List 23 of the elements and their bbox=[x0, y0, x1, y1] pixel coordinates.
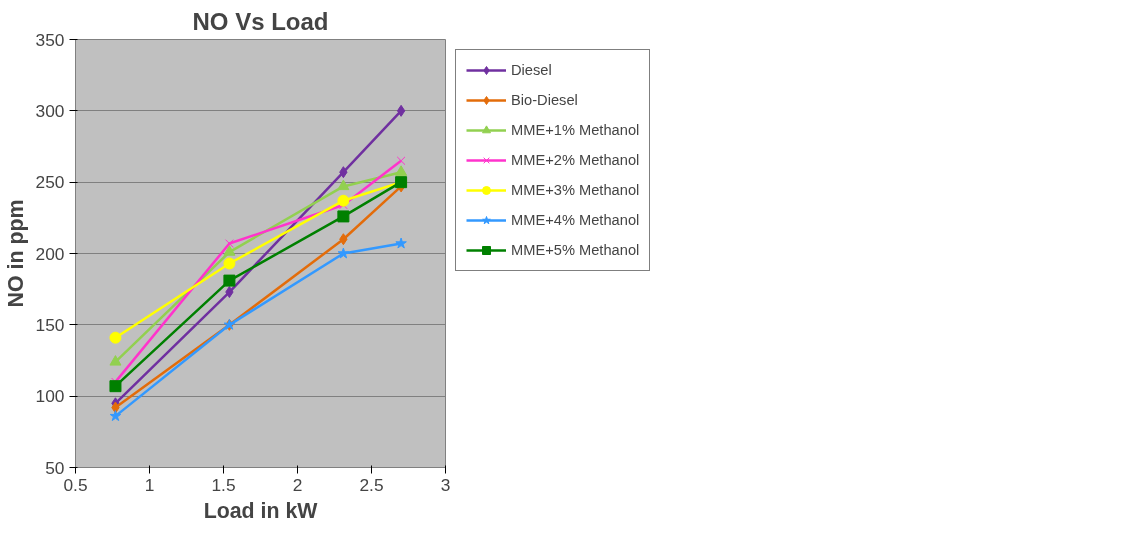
legend-label: Bio-Diesel bbox=[511, 92, 578, 108]
chart-title: NO Vs Load bbox=[192, 7, 329, 35]
x-axis-title: Load in kW bbox=[203, 498, 319, 523]
legend-label: MME+1% Methanol bbox=[511, 122, 640, 138]
y-tick-label: 200 bbox=[35, 243, 65, 264]
y-tick-label: 350 bbox=[35, 29, 65, 50]
x-tick-label: 0.5 bbox=[63, 474, 88, 495]
y-tick-label: 150 bbox=[35, 314, 65, 335]
x-tick-label: 2 bbox=[292, 474, 303, 495]
y-tick-label: 300 bbox=[35, 100, 65, 121]
y-tick-label: 100 bbox=[35, 386, 65, 407]
legend-label: MME+5% Methanol bbox=[511, 242, 640, 258]
x-tick-label: 1 bbox=[144, 474, 155, 495]
y-tick-label: 50 bbox=[45, 457, 65, 478]
y-tick-label: 250 bbox=[35, 172, 65, 193]
legend-label: Diesel bbox=[511, 62, 552, 78]
x-tick-label: 3 bbox=[440, 474, 451, 495]
legend-label: MME+3% Methanol bbox=[511, 182, 640, 198]
legend-label: MME+4% Methanol bbox=[511, 212, 640, 228]
y-axis-title: NO in ppm bbox=[3, 199, 28, 308]
x-tick-label: 1.5 bbox=[211, 474, 236, 495]
x-tick-label: 2.5 bbox=[359, 474, 384, 495]
legend-label: MME+2% Methanol bbox=[511, 152, 640, 168]
